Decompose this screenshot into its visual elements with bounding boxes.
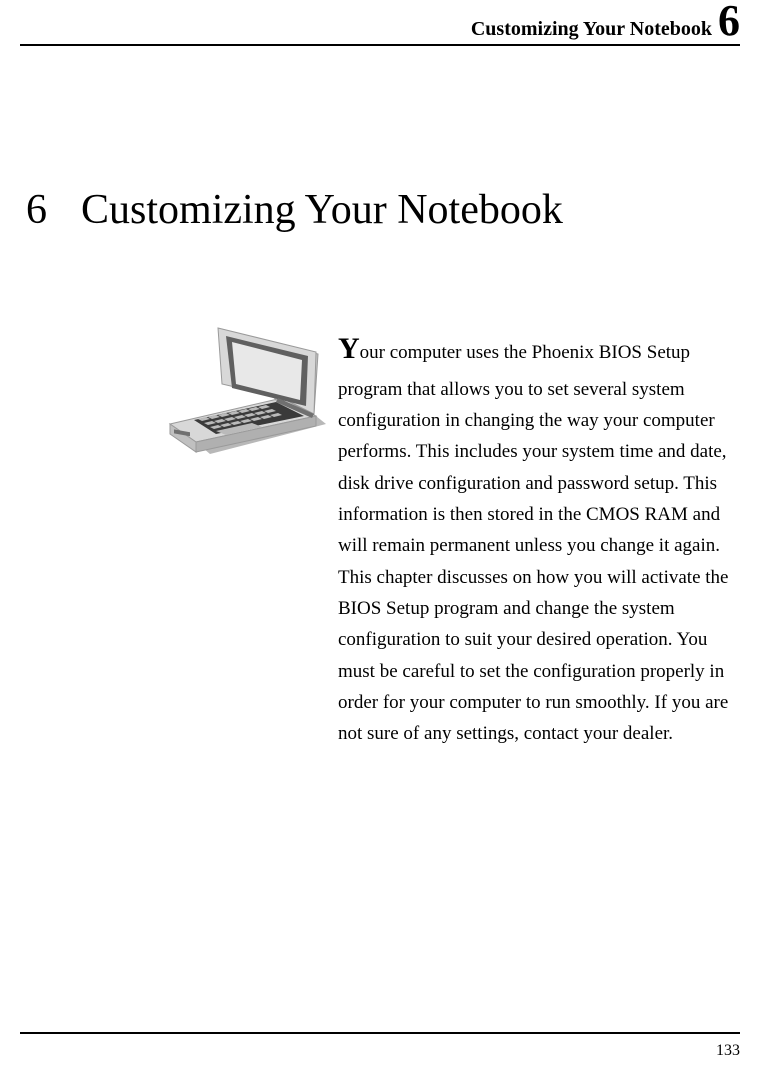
chapter-number: 6 [26,186,47,234]
intro-drop-cap: Y [338,332,360,365]
intro-paragraph: Your computer uses the Phoenix BIOS Setu… [338,324,732,750]
chapter-heading: 6 Customizing Your Notebook [20,186,740,234]
intro-text: our computer uses the Phoenix BIOS Setup… [338,342,728,744]
chapter-title: Customizing Your Notebook [81,186,563,234]
running-header-region: Customizing Your Notebook 6 [20,0,740,46]
running-header-title: Customizing Your Notebook [471,18,712,41]
running-header-chapter-number: 6 [718,6,740,37]
intro-block: Your computer uses the Phoenix BIOS Setu… [20,324,740,750]
footer-region: 133 [20,1032,740,1060]
page-number: 133 [716,1042,740,1059]
laptop-icon [166,324,330,471]
